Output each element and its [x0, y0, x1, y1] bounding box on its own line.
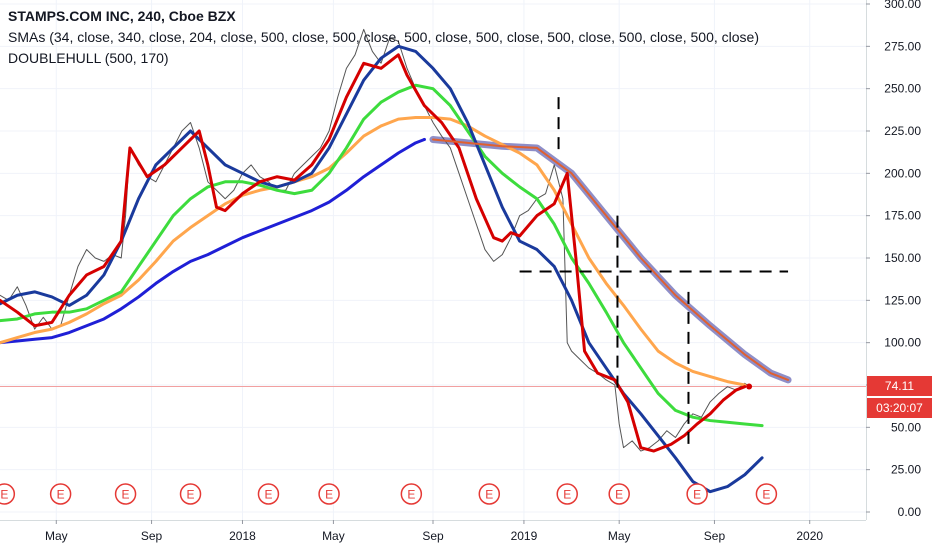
earnings-marker[interactable]: E — [608, 483, 630, 505]
earnings-marker[interactable]: E — [686, 483, 708, 505]
earnings-label: E — [693, 488, 701, 502]
earnings-circle — [608, 483, 630, 505]
price-tick-label: 275.00 — [884, 39, 921, 53]
earnings-label: E — [762, 488, 770, 502]
last-price-dot — [746, 383, 753, 390]
earnings-circle — [114, 483, 137, 505]
earnings-circle — [686, 483, 708, 505]
price-tick-label: 150.00 — [884, 251, 921, 265]
series-sma-204 — [0, 83, 764, 428]
price-tick-label: 225.00 — [884, 124, 921, 138]
earnings-label: E — [325, 488, 333, 502]
earnings-marker[interactable]: E — [318, 483, 340, 505]
price-tick-label: 200.00 — [884, 166, 921, 180]
time-tick-label: 2020 — [796, 529, 823, 543]
series-sma-340 — [0, 44, 764, 494]
doublehull-band — [429, 135, 792, 384]
time-tick-label: Sep — [422, 529, 444, 543]
time-tick-label: May — [608, 529, 631, 543]
price-tick-label: 50.00 — [891, 420, 921, 434]
price-tick-label: 25.00 — [891, 463, 921, 477]
price-tick-label: 300.00 — [884, 0, 921, 11]
legend-symbol-title[interactable]: STAMPS.COM INC, 240, Cboe BZX — [8, 8, 236, 24]
price-tick-label: 0.00 — [898, 505, 922, 519]
legend-sma-line[interactable]: SMAs (34, close, 340, close, 204, close,… — [8, 29, 759, 45]
price-tick-label: 175.00 — [884, 209, 921, 223]
earnings-label: E — [407, 488, 415, 502]
price-tick-label: 125.00 — [884, 293, 921, 307]
earnings-label: E — [563, 488, 571, 502]
earnings-marker[interactable]: E — [478, 483, 501, 505]
earnings-label: E — [485, 488, 493, 502]
earnings-label: E — [57, 488, 65, 502]
dashed-lines — [519, 97, 789, 445]
earnings-circle — [318, 483, 340, 505]
earnings-circle — [400, 483, 423, 505]
price-axis-panel — [867, 0, 932, 550]
series-sma-500-orange — [0, 115, 747, 387]
time-axis[interactable]: May Sep 2018 May Sep 2019 May Sep 2020 — [45, 520, 823, 543]
price-tick-label: 250.00 — [884, 82, 921, 96]
series-close — [0, 28, 750, 452]
earnings-marker[interactable]: E — [114, 483, 137, 505]
earnings-circle — [478, 483, 501, 505]
countdown-tag: 03:20:07 — [867, 398, 932, 418]
earnings-marker[interactable]: E — [179, 483, 202, 505]
earnings-label: E — [122, 488, 130, 502]
earnings-marker[interactable]: E — [556, 483, 578, 505]
time-tick-label: 2018 — [229, 529, 256, 543]
earnings-label: E — [187, 488, 195, 502]
earnings-circle — [179, 483, 202, 505]
earnings-circle — [755, 483, 778, 505]
earnings-circle — [257, 483, 280, 505]
price-tick-label: 100.00 — [884, 336, 921, 350]
earnings-circle — [49, 483, 72, 505]
time-tick-label: 2019 — [511, 529, 538, 543]
earnings-label: E — [264, 488, 272, 502]
last-price-tag: 74.11 — [867, 376, 932, 396]
series-sma-500-blue — [0, 137, 426, 345]
earnings-marker[interactable]: E — [0, 483, 16, 505]
time-tick-label: May — [322, 529, 345, 543]
earnings-marker[interactable]: E — [257, 483, 280, 505]
time-tick-label: May — [45, 529, 68, 543]
earnings-marker[interactable]: E — [755, 483, 778, 505]
earnings-label: E — [0, 488, 8, 502]
series-sma-500-blue-end — [422, 137, 426, 141]
earnings-marker[interactable]: E — [49, 483, 72, 505]
earnings-circle — [0, 483, 16, 505]
series-doublehull — [432, 138, 790, 381]
earnings-marker[interactable]: E — [400, 483, 423, 505]
legend: STAMPS.COM INC, 240, Cboe BZX SMAs (34, … — [8, 6, 759, 69]
series-sma-34 — [0, 53, 747, 453]
earnings-label: E — [615, 488, 623, 502]
time-tick-label: Sep — [704, 529, 726, 543]
earnings-circle — [556, 483, 578, 505]
time-tick-label: Sep — [141, 529, 163, 543]
legend-doublehull-line[interactable]: DOUBLEHULL (500, 170) — [8, 50, 169, 66]
series-layer — [0, 28, 792, 494]
